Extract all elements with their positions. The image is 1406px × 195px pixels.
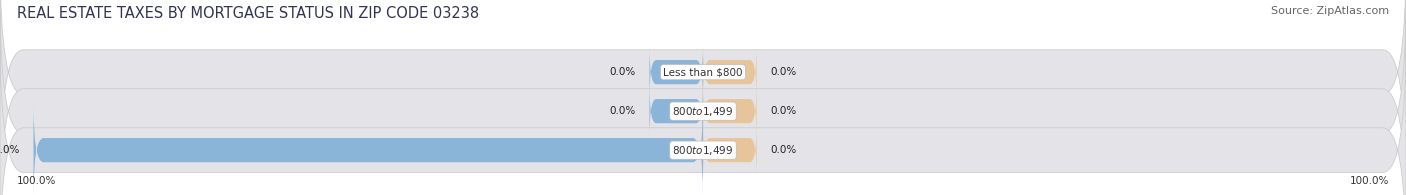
Text: Source: ZipAtlas.com: Source: ZipAtlas.com xyxy=(1271,6,1389,16)
Text: 100.0%: 100.0% xyxy=(17,176,56,186)
Text: $800 to $1,499: $800 to $1,499 xyxy=(672,105,734,118)
Text: $800 to $1,499: $800 to $1,499 xyxy=(672,144,734,157)
Text: 0.0%: 0.0% xyxy=(610,106,636,116)
FancyBboxPatch shape xyxy=(0,0,1406,186)
Text: Less than $800: Less than $800 xyxy=(664,67,742,77)
FancyBboxPatch shape xyxy=(703,123,756,177)
Text: 100.0%: 100.0% xyxy=(1350,176,1389,186)
FancyBboxPatch shape xyxy=(703,45,756,99)
FancyBboxPatch shape xyxy=(0,36,1406,195)
FancyBboxPatch shape xyxy=(650,84,703,138)
Text: 100.0%: 100.0% xyxy=(0,145,20,155)
Text: 0.0%: 0.0% xyxy=(610,67,636,77)
Text: 0.0%: 0.0% xyxy=(770,145,796,155)
FancyBboxPatch shape xyxy=(650,45,703,99)
Text: REAL ESTATE TAXES BY MORTGAGE STATUS IN ZIP CODE 03238: REAL ESTATE TAXES BY MORTGAGE STATUS IN … xyxy=(17,6,479,21)
Text: 0.0%: 0.0% xyxy=(770,67,796,77)
FancyBboxPatch shape xyxy=(703,84,756,138)
Text: 0.0%: 0.0% xyxy=(770,106,796,116)
FancyBboxPatch shape xyxy=(34,104,703,195)
